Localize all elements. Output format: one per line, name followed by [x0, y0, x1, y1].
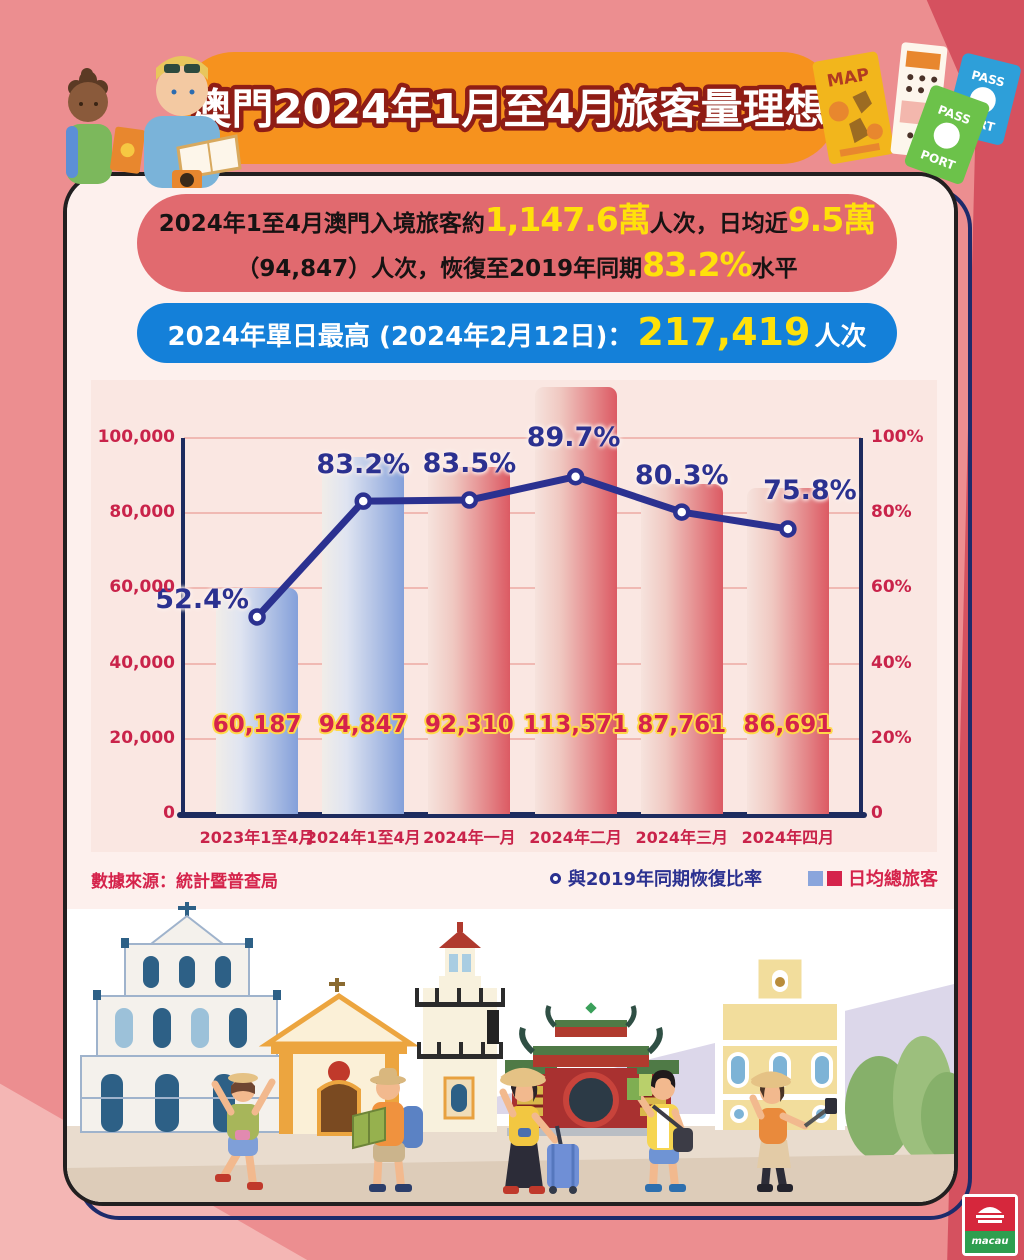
- y-axis-right-tick: 40%: [871, 652, 912, 673]
- bar-value-label: 87,761: [637, 712, 727, 738]
- x-axis-baseline: [177, 812, 867, 818]
- person-jumping-woman: [211, 1073, 276, 1190]
- x-axis-tick: 2024年四月: [741, 828, 835, 847]
- y-axis-left-tick: 40,000: [109, 652, 175, 673]
- gridline: [184, 512, 861, 515]
- person-map-man: [352, 1068, 423, 1192]
- y-axis-left-tick: 80,000: [109, 502, 175, 523]
- recovery-rate-label: 80.3%: [634, 460, 729, 492]
- left-axis-line: [181, 438, 185, 816]
- legend-line-label: 與2019年同期恢復比率: [567, 869, 762, 890]
- gridline: [184, 737, 861, 740]
- recovery-rate-label: 83.2%: [316, 449, 411, 481]
- summary-highlight-recovery: 83.2%: [642, 245, 752, 284]
- y-axis-left-tick: 0: [163, 803, 175, 823]
- chart-legend: 與2019年同期恢復比率 日均總旅客: [549, 865, 938, 891]
- main-card: 2024年1至4月澳門入境旅客約 1,147.6萬 人次，日均近 9.5萬 （9…: [63, 172, 958, 1206]
- bar-value-label: 92,310: [425, 712, 514, 738]
- bar-value-label: 94,847: [318, 712, 408, 738]
- peak-label: 2024年單日最高 (2024年2月12日)：: [167, 322, 634, 353]
- tourist-man: [144, 56, 242, 188]
- bar-2024年四月: [746, 488, 829, 814]
- passport-green-icon: PASS PORT: [904, 85, 990, 184]
- title-banner: 澳門2024年1月至4月旅客量理想: [178, 52, 838, 164]
- summary-pill: 2024年1至4月澳門入境旅客約 1,147.6萬 人次，日均近 9.5萬 （9…: [137, 194, 897, 292]
- legend-bar-label: 日均總旅客: [848, 869, 938, 890]
- recovery-rate-label: 89.7%: [526, 421, 621, 453]
- suitcase: [547, 1125, 579, 1194]
- summary-highlight-total: 1,147.6萬: [484, 200, 651, 240]
- recovery-rate-label: 83.5%: [422, 448, 517, 480]
- page-title: 澳門2024年1月至4月旅客量理想: [189, 85, 826, 134]
- logo-wordmark: macau: [965, 1230, 1015, 1253]
- guia-lighthouse: [415, 922, 505, 1132]
- legend-bar-red-icon: [827, 870, 842, 886]
- y-axis-right-tick: 80%: [871, 502, 912, 523]
- person-ticket-man: [627, 1070, 693, 1192]
- bar-2024年一月: [428, 466, 511, 814]
- peak-value: 217,419: [637, 310, 811, 355]
- recovery-rate-label: 52.4%: [155, 583, 249, 615]
- x-axis-tick: 2024年三月: [635, 828, 728, 847]
- peak-pill: 2024年單日最高 (2024年2月12日)： 217,419 人次: [137, 303, 897, 363]
- person-selfie-woman: [749, 1071, 837, 1192]
- x-axis-tick: 2024年1至4月: [305, 828, 421, 847]
- x-axis-tick: 2024年一月: [423, 828, 516, 847]
- gridline: [184, 662, 861, 665]
- logo-ruins-icon: [965, 1197, 1015, 1231]
- summary-text: 2024年1至4月澳門入境旅客約: [158, 211, 485, 238]
- legend-line-marker-icon: [549, 872, 561, 884]
- y-axis-right-tick: 60%: [871, 577, 912, 598]
- right-axis-line: [859, 438, 863, 816]
- gridline: [184, 587, 861, 590]
- macau-tourism-logo: macau: [962, 1194, 1018, 1256]
- x-axis-labels: 2023年1至4月 2024年1至4月 2024年一月 2024年二月 2024年三月 2…: [184, 824, 861, 848]
- bushes: [845, 1036, 954, 1160]
- travel-docs-illustration: MAP PASS PORT PASS PORT: [812, 42, 1021, 184]
- macau-cityscape-illustration: [67, 902, 954, 1202]
- x-axis-tick: 2023年1至4月: [199, 828, 315, 847]
- bar-value-label: 60,187: [212, 712, 302, 738]
- x-axis-tick: 2024年二月: [529, 828, 622, 847]
- y-axis-right-tick: 20%: [871, 727, 912, 748]
- map-brochure-icon: MAP: [812, 51, 895, 164]
- gridline: [184, 437, 861, 439]
- recovery-rate-line: [248, 467, 797, 626]
- y-axis-left-tick: 60,000: [109, 577, 175, 598]
- y-axis-left-tick: 20,000: [109, 727, 175, 748]
- y-axis-right-tick: 0: [871, 803, 883, 823]
- summary-highlight-daily: 9.5萬: [787, 200, 876, 240]
- y-axis-right-tick: 100%: [871, 427, 924, 447]
- tourist-child: [66, 68, 146, 184]
- bar-value-label: 113,571: [523, 712, 628, 738]
- bar-2024年三月: [640, 484, 723, 814]
- recovery-rate-label: 75.8%: [763, 474, 857, 506]
- legend-bar-blue-icon: [808, 870, 823, 886]
- bar-2024年二月: [534, 386, 617, 814]
- plot-area: 60,187 94,847 92,310 113,571 87,761 86,691 52.…: [155, 382, 861, 814]
- tourists-illustration: [66, 56, 242, 188]
- person-suitcase-woman: [499, 1068, 579, 1194]
- bar-value-label: 86,691: [743, 712, 833, 738]
- y-axis-left-tick: 100,000: [97, 427, 175, 447]
- bar-2024年1至4月: [322, 457, 405, 814]
- data-source-note: 數據來源：統計暨普查局: [91, 872, 278, 892]
